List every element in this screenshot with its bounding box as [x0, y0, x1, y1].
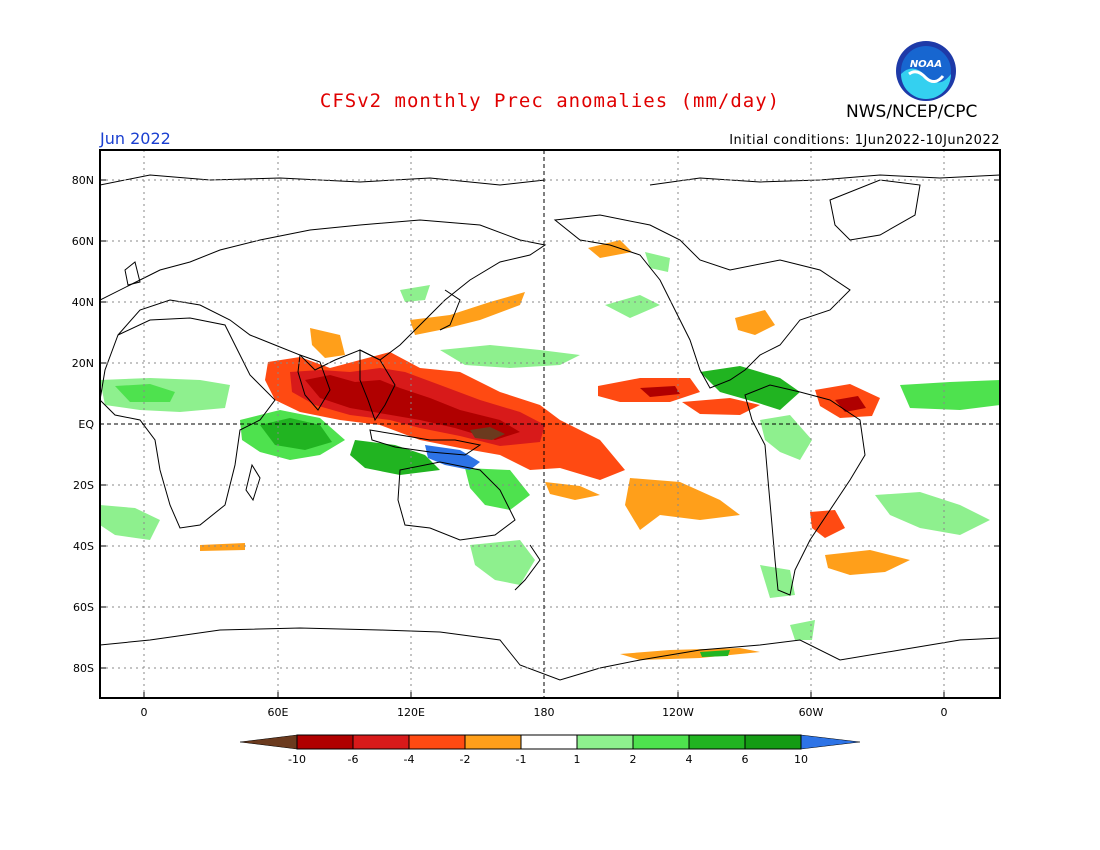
wet-new-zealand [470, 540, 535, 585]
wet-antarctic-peninsula [790, 620, 815, 640]
lon-label: 0 [941, 706, 948, 719]
colorbar-swatch [577, 735, 633, 749]
initial-conditions-label: Initial conditions: 1Jun2022-10Jun2022 [729, 133, 1000, 148]
wet-north-pacific-band [440, 345, 580, 368]
colorbar-swatch [409, 735, 465, 749]
dry-central-america-band [682, 398, 760, 415]
lon-label: 120E [397, 706, 425, 719]
colorbar-tick-label: -6 [348, 753, 359, 766]
lon-label: 180 [534, 706, 555, 719]
colorbar-tick-label: 10 [794, 753, 808, 766]
anomaly-fields [100, 240, 1000, 660]
wet-north-pacific-mid [605, 295, 660, 318]
dry-south-indian [200, 543, 245, 551]
madagascar-outline [245, 463, 261, 502]
lat-label: 60S [73, 601, 94, 614]
colorbar-swatch [465, 735, 521, 749]
lat-label: 40S [73, 540, 94, 553]
africa-outline [100, 317, 276, 529]
antarctica-outline [100, 627, 1000, 681]
colorbar-swatch [521, 735, 577, 749]
dry-south-pacific-west [545, 482, 600, 500]
colorbar-tick-label: -2 [460, 753, 471, 766]
colorbar-swatch [297, 735, 353, 749]
dry-antarctic-coast [620, 648, 760, 660]
dry-arabian-sea [310, 328, 345, 358]
colorbar-swatch [689, 735, 745, 749]
wet-south-america-andes [760, 415, 812, 460]
lon-label: 60W [799, 706, 824, 719]
lat-label: EQ [78, 418, 94, 431]
europe-asia-outline [100, 219, 547, 371]
colorbar-tick-label: -10 [288, 753, 306, 766]
dry-region-brown [470, 427, 505, 440]
coastlines [100, 174, 1000, 681]
south-america-outline [744, 384, 866, 596]
wet-australia-north [465, 468, 530, 510]
lat-label: 60N [72, 235, 94, 248]
lat-label: 20S [73, 479, 94, 492]
colorbar-swatch [745, 735, 801, 749]
lon-label: 0 [141, 706, 148, 719]
wet-atlantic [900, 380, 1000, 410]
colorbar-tick-label: -4 [404, 753, 415, 766]
dry-south-pacific [625, 478, 740, 530]
noaa-logo-text: NOAA [910, 59, 942, 70]
greenland-outline [829, 179, 921, 241]
southeast-asia-outline [359, 349, 396, 422]
reference-lines [100, 150, 1000, 698]
lon-label: 120W [662, 706, 694, 719]
japan-outline [439, 289, 461, 331]
wet-sea-of-japan [400, 285, 430, 302]
colorbar-tick-label: 6 [742, 753, 749, 766]
wet-alaska [645, 252, 670, 272]
colorbar-tick-label: 2 [630, 753, 637, 766]
new-zealand-outline [514, 544, 541, 591]
wet-central-america [700, 366, 800, 410]
month-label: Jun 2022 [100, 129, 171, 148]
uk-outline [124, 261, 141, 286]
grid [100, 150, 1000, 698]
wet-south-atlantic [875, 492, 990, 535]
india-outline [297, 354, 331, 411]
lon-labels: 0 60E 120E 180 120W 60W 0 [141, 706, 948, 719]
dry-east-pacific-core [640, 386, 680, 397]
map-frame [99, 149, 1001, 699]
indonesia-outline [369, 429, 482, 456]
lat-label: 80S [73, 662, 94, 675]
noaa-logo: NOAA [895, 40, 957, 102]
colorbar-left-arrow [239, 734, 298, 750]
wet-south-africa-west [100, 505, 160, 540]
colorbar-tick-label: 1 [574, 753, 581, 766]
dry-north-pacific [410, 292, 525, 335]
lon-label: 60E [268, 706, 289, 719]
dry-gulf-mexico [735, 310, 775, 335]
wet-antarctic-coast [700, 650, 730, 657]
colorbar-tick-label: 4 [686, 753, 693, 766]
lat-labels: 80N 60N 40N 20N EQ 20S 40S 60S 80S [72, 174, 95, 675]
lat-label: 80N [72, 174, 94, 187]
arctic-coast [100, 174, 546, 186]
colorbar-tick-label: -1 [516, 753, 527, 766]
australia-outline [397, 461, 516, 541]
colorbar: -10 -6 -4 -2 -1 1 2 4 6 10 [239, 734, 861, 766]
dry-north-pacific-east [588, 240, 632, 258]
lat-label: 40N [72, 296, 94, 309]
colorbar-swatch [633, 735, 689, 749]
tick-marks [100, 179, 1000, 698]
dry-south-atlantic [825, 550, 910, 575]
colorbar-right-arrow [800, 734, 861, 750]
extreme-wet-coral-sea [425, 445, 480, 470]
north-america-outline [553, 214, 851, 389]
dry-south-america [810, 510, 845, 538]
wet-africa-core [115, 384, 175, 402]
lat-label: 20N [72, 357, 94, 370]
colorbar-swatch [353, 735, 409, 749]
agency-label: NWS/NCEP/CPC [846, 102, 978, 122]
map-title: CFSv2 monthly Prec anomalies (mm/day) [319, 90, 781, 112]
